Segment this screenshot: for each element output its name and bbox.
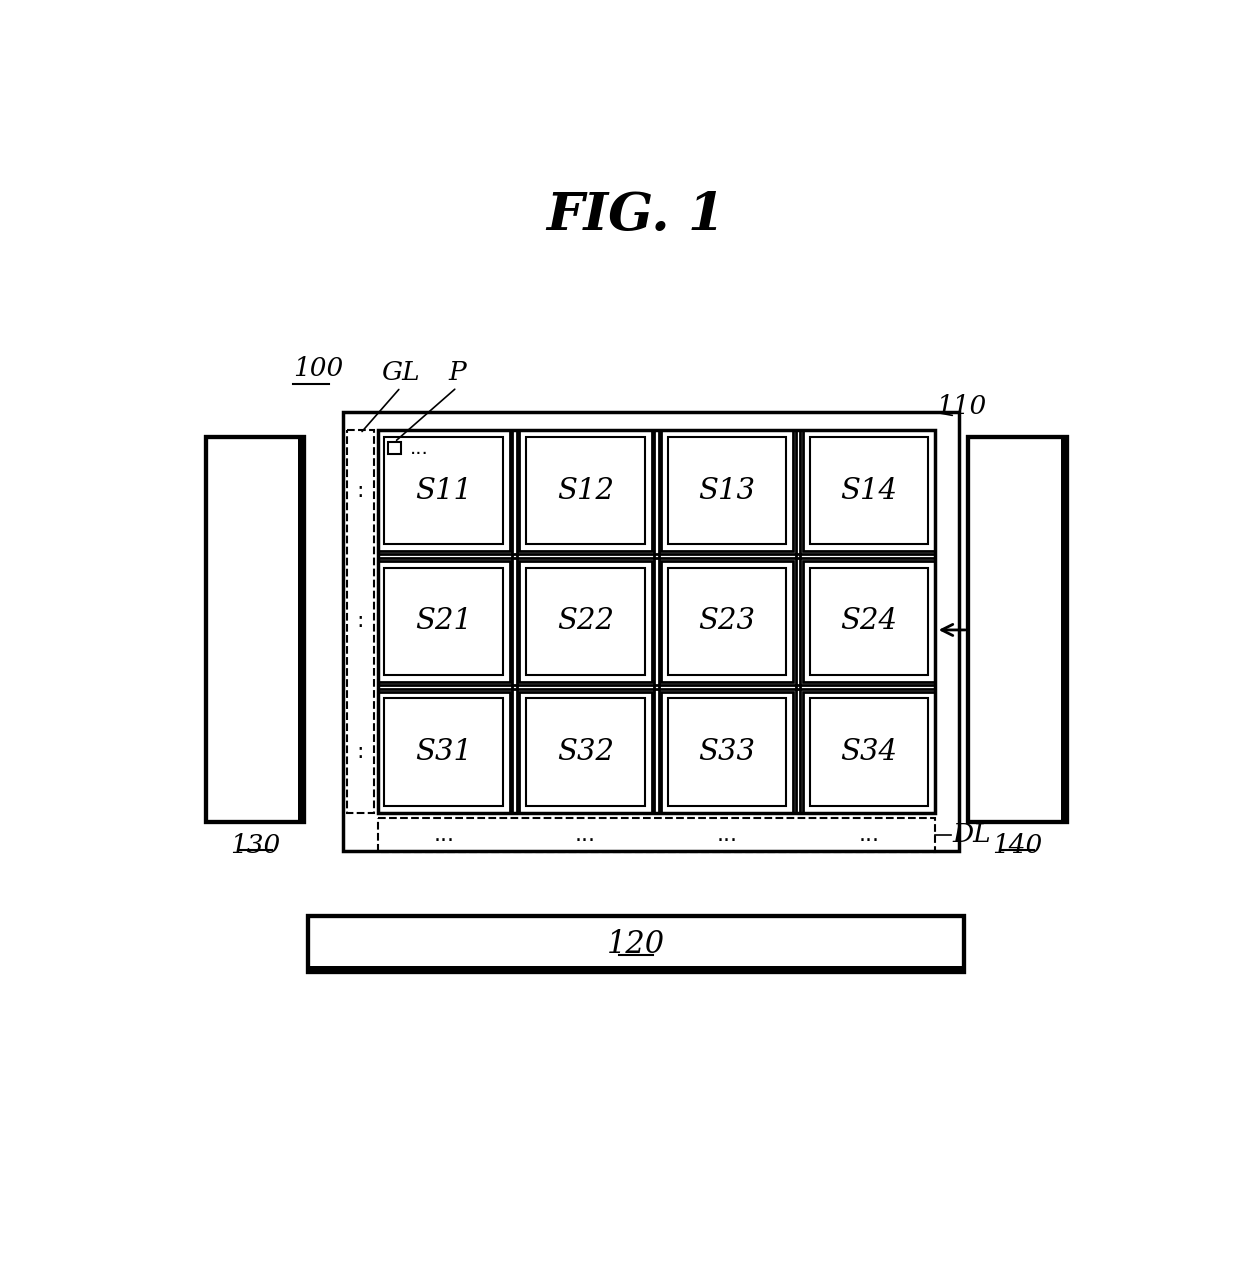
Text: 140: 140	[992, 833, 1043, 858]
Bar	[309, 917, 965, 972]
Text: S12: S12	[557, 476, 614, 505]
Text: GL: GL	[382, 360, 420, 385]
Text: S23: S23	[698, 607, 755, 636]
Bar	[377, 430, 935, 813]
Text: S34: S34	[841, 738, 898, 767]
Bar	[343, 412, 959, 851]
Bar	[1060, 438, 1066, 823]
Bar	[810, 568, 928, 675]
Bar	[520, 430, 652, 551]
Text: S11: S11	[415, 476, 472, 505]
Bar	[802, 692, 935, 813]
Text: ...: ...	[858, 824, 879, 845]
Bar	[668, 437, 786, 544]
Bar	[661, 430, 794, 551]
Bar	[810, 437, 928, 544]
Text: 100: 100	[293, 356, 343, 381]
Text: S31: S31	[415, 738, 472, 767]
Text: S14: S14	[841, 476, 898, 505]
Text: 130: 130	[229, 833, 280, 858]
Text: S24: S24	[841, 607, 898, 636]
Bar	[388, 442, 401, 455]
Bar	[384, 568, 503, 675]
Text: DL: DL	[952, 822, 991, 847]
Text: ...: ...	[410, 439, 429, 457]
Bar	[802, 430, 935, 551]
Bar	[206, 438, 304, 823]
Bar	[309, 966, 965, 972]
Bar	[520, 561, 652, 682]
Bar	[377, 430, 510, 551]
Bar	[668, 698, 786, 806]
Text: ...: ...	[717, 824, 738, 845]
Bar	[661, 561, 794, 682]
Bar	[668, 568, 786, 675]
Text: S22: S22	[557, 607, 614, 636]
Text: S33: S33	[698, 738, 755, 767]
Bar	[526, 437, 645, 544]
Bar	[384, 437, 503, 544]
Text: :: :	[356, 742, 365, 763]
Text: ...: ...	[575, 824, 596, 845]
Text: 120: 120	[608, 928, 666, 959]
Bar	[526, 568, 645, 675]
Bar	[377, 692, 510, 813]
Bar	[384, 698, 503, 806]
Bar	[810, 698, 928, 806]
Bar	[299, 438, 304, 823]
Text: ...: ...	[433, 824, 454, 845]
Bar	[309, 917, 965, 972]
Text: 110: 110	[936, 394, 986, 419]
Text: :: :	[356, 480, 365, 501]
Text: S32: S32	[557, 738, 614, 767]
Text: S21: S21	[415, 607, 472, 636]
Bar	[526, 698, 645, 806]
Bar	[968, 438, 1066, 823]
Bar	[206, 438, 304, 823]
Bar	[347, 430, 373, 813]
Bar	[968, 438, 1066, 823]
Bar	[802, 561, 935, 682]
Bar	[661, 692, 794, 813]
Text: S13: S13	[698, 476, 755, 505]
Text: :: :	[356, 611, 365, 632]
Text: P: P	[448, 360, 466, 385]
Bar	[377, 818, 935, 851]
Text: FIG. 1: FIG. 1	[546, 190, 725, 241]
Bar	[377, 561, 510, 682]
Bar	[520, 692, 652, 813]
